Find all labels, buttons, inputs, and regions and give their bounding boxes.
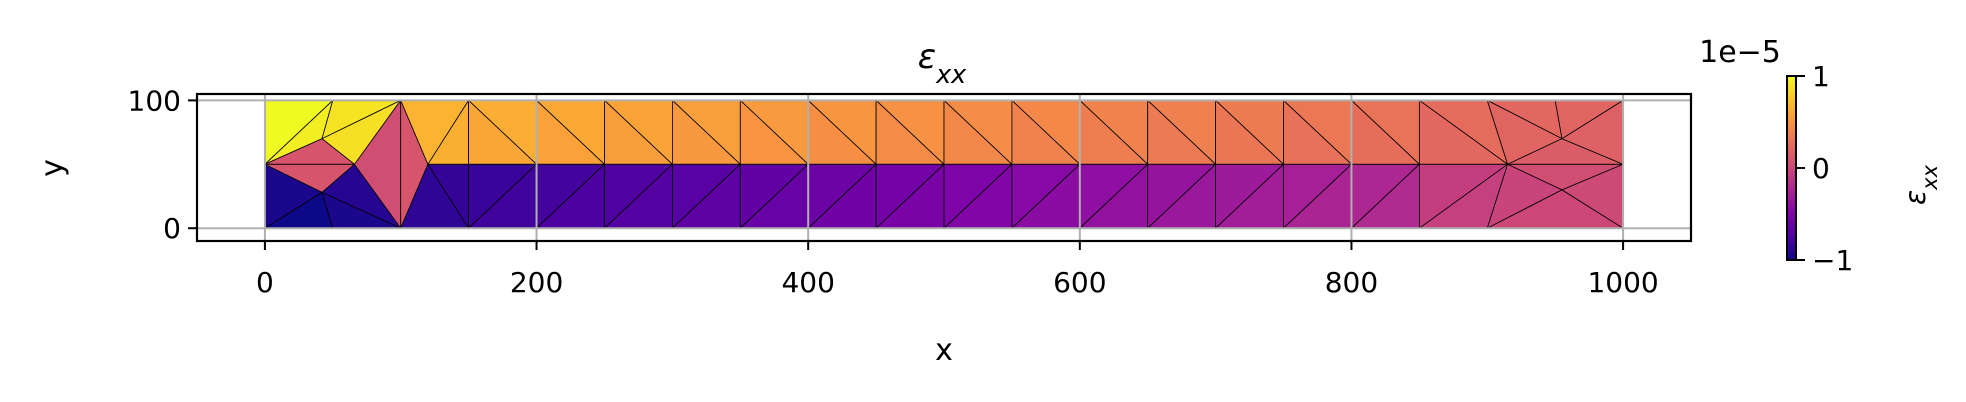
y-tick-label: 100 [128, 84, 181, 117]
x-axis: 0 200 400 600 800 1000 [256, 241, 1659, 299]
colorbar-tick-label: 1 [1812, 60, 1830, 93]
x-tick-label: 800 [1325, 266, 1378, 299]
colorbar-offset-text: 1e−5 [1699, 35, 1781, 70]
colorbar-label: εxx [1899, 164, 1942, 205]
colorbar-ticks: −1 0 1 [1796, 60, 1853, 277]
x-axis-label: x [935, 333, 953, 368]
colorbar-tick-label: −1 [1812, 244, 1853, 277]
mesh-layer [263, 99, 1625, 230]
x-tick-label: 0 [256, 266, 274, 299]
y-axis-label: y [35, 159, 70, 177]
chart-title: εxx [918, 37, 967, 90]
x-tick-label: 1000 [1587, 266, 1658, 299]
y-tick-label: 0 [163, 212, 181, 245]
colorbar-tick-label: 0 [1812, 152, 1830, 185]
x-tick-label: 600 [1053, 266, 1106, 299]
x-tick-label: 400 [781, 266, 834, 299]
grid-layer [197, 94, 1691, 241]
plot-frame [195, 92, 1693, 243]
y-axis: 0 100 [128, 84, 197, 245]
colorbar [1786, 75, 1797, 261]
x-tick-label: 200 [510, 266, 563, 299]
